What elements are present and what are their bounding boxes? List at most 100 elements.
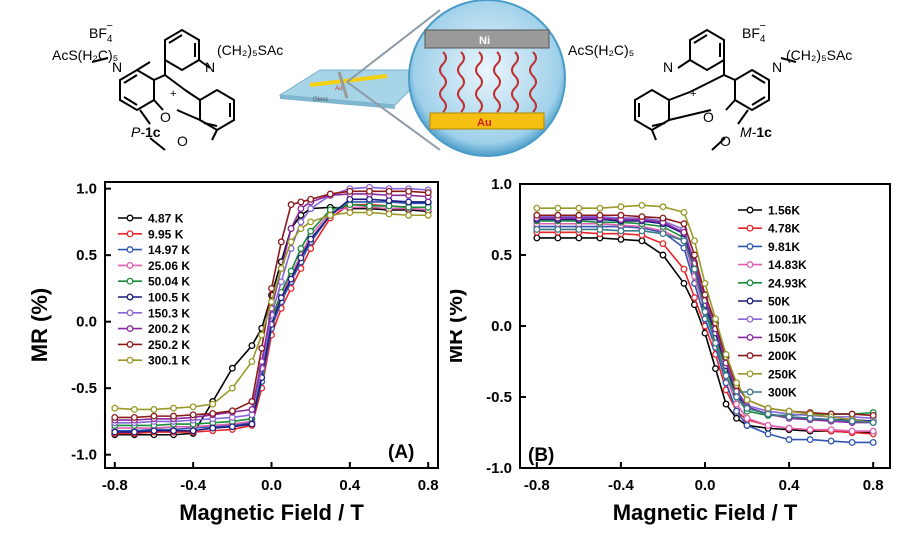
x-axis-label: Magnetic Field / T [613,500,798,525]
legend-label: 4.87 K [148,212,184,226]
data-point [848,427,856,435]
data-point [346,209,354,217]
data-point [785,424,793,432]
data-point [733,379,740,387]
legend-label: 14.97 K [148,243,190,257]
data-point [691,237,698,245]
data-point [150,427,158,435]
data-point [743,421,751,429]
x-tick-label: 0.8 [418,477,439,494]
legend-swatch-marker [126,340,134,348]
x-tick-label: 0.0 [261,477,282,494]
data-point [638,227,646,235]
legend-swatch-marker [746,352,754,360]
data-point [617,203,625,211]
x-tick-label: 0.8 [863,477,884,494]
legend-swatch-marker [746,224,754,232]
legend-swatch-marker [126,277,134,285]
nitrogen-left: N [112,59,122,75]
legend-swatch-marker [126,356,134,364]
nitrogen-right: N [772,59,782,75]
data-point [258,331,266,339]
legend-swatch-marker [746,388,754,396]
panel-label: (A) [388,442,414,463]
data-point [554,225,562,233]
data-point [733,400,740,408]
data-point [869,427,877,435]
data-point [691,251,698,259]
data-point [596,211,604,219]
data-point [701,279,709,287]
svg-text:M-1c: M-1c [740,124,772,140]
data-point [424,211,432,219]
data-point [248,406,256,413]
molecule-label-number: 1c [145,124,161,140]
data-point [764,404,772,412]
series-line [536,204,874,424]
legend-swatch-marker [126,309,134,317]
data-point [733,393,740,401]
left-substituent: AcS(H₂C)₅ [568,42,634,58]
y-axis-label: MR (%) [27,288,52,363]
data-point [680,237,688,245]
data-point [209,400,217,408]
legend-swatch-marker [746,279,754,287]
data-point [680,208,688,216]
data-point [385,210,393,218]
series-line [536,225,874,444]
legend-label: 50.04 K [148,275,190,289]
svg-text:P-1c: P-1c [131,124,161,140]
data-point [365,209,373,217]
series-group [533,211,877,419]
data-point [733,407,740,415]
data-point [617,211,625,219]
x-tick-label: -0.4 [608,477,635,494]
right-molecule: BF4 − AcS(H₂C)₅ N N (CH₂)₅SAc + O O M-1c [568,20,852,151]
data-point [575,234,583,242]
data-point [405,198,413,206]
data-point [189,427,197,435]
data-point [385,187,393,195]
y-tick-label: -1.0 [71,447,97,464]
x-tick-label: -0.8 [102,477,128,494]
data-point [680,265,688,273]
data-point [228,384,236,392]
y-tick-label: 0.0 [491,318,512,335]
legend-swatch-marker [746,242,754,250]
right-substituent: (CH₂)₅SAc [786,47,852,63]
data-point [722,400,730,408]
data-point [554,211,562,219]
data-point [209,424,217,432]
data-point [307,227,315,235]
right-substituent: (CH₂)₅SAc [217,42,283,58]
legend-swatch-marker [126,325,134,333]
charge-label: + [170,88,176,100]
series-group [533,225,877,427]
x-tick-label: 0.4 [339,477,361,494]
data-point [554,204,562,212]
data-point [722,372,730,380]
data-point [287,238,295,246]
data-point [150,406,158,413]
data-point [869,419,877,427]
data-point [326,190,334,198]
y-tick-label: 0.5 [491,247,512,264]
data-point [365,187,373,195]
legend-label: 300K [768,386,797,400]
data-point [617,235,625,243]
data-point [848,417,856,425]
data-point [533,211,541,219]
legend-swatch-marker [746,206,754,214]
data-point [405,187,413,195]
data-point [277,294,285,302]
series-group [111,195,432,436]
data-point [743,414,751,422]
x-tick-label: 0.0 [695,477,716,494]
legend-label: 24.93K [768,276,807,290]
data-point [209,410,217,417]
data-point [712,365,719,373]
data-point [659,230,667,238]
series-group [533,234,877,436]
nitrogen-left: N [663,59,673,75]
data-point [712,315,719,323]
